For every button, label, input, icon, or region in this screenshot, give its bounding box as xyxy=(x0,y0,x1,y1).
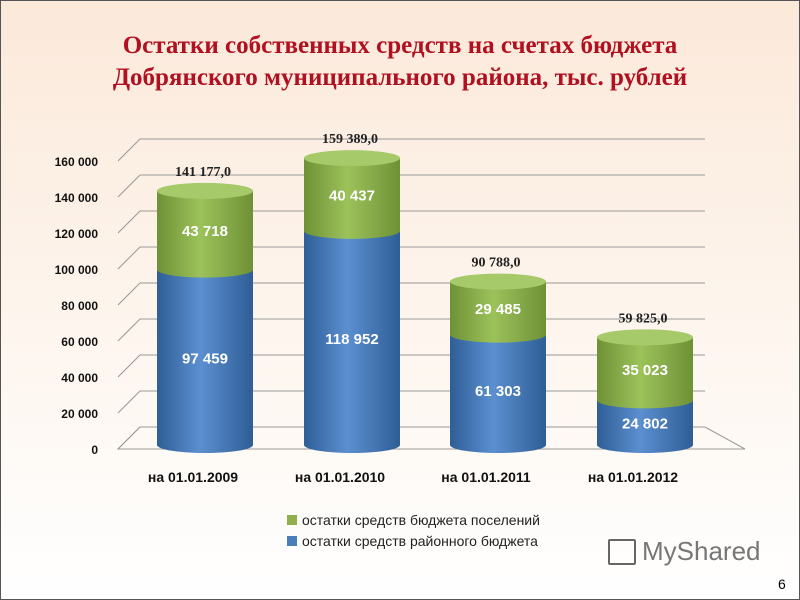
y-tick-label: 100 000 xyxy=(55,263,99,277)
total-value-label: 141 177,0 xyxy=(175,165,231,180)
bar-segment-settlements xyxy=(450,281,546,343)
bar-top xyxy=(450,273,546,290)
gridline-depth xyxy=(117,246,141,270)
x-category-label: на 01.01.2009 xyxy=(148,469,238,485)
bar-top xyxy=(157,182,253,199)
title-line-1: Остатки собственных средств на счетах бю… xyxy=(122,32,678,59)
gridline-depth xyxy=(117,210,141,234)
watermark-logo: MyShared xyxy=(608,536,761,567)
page-number: 6 xyxy=(778,576,786,592)
x-category-label: на 01.01.2010 xyxy=(295,469,385,485)
segment-value-label: 118 952 xyxy=(325,331,378,348)
total-value-label: 59 825,0 xyxy=(619,311,668,326)
segment-value-label: 61 303 xyxy=(475,383,521,400)
y-tick-label: 40 000 xyxy=(61,371,98,385)
y-tick-label: 160 000 xyxy=(55,155,99,169)
logo-text: MyShared xyxy=(642,536,761,566)
legend-item-settlements: остатки средств бюджета поселений xyxy=(287,510,540,531)
gridline-depth xyxy=(117,354,141,378)
legend-item-district: остатки средств районного бюджета xyxy=(287,531,540,552)
bar-segment-district xyxy=(304,230,400,453)
bar-segment-district xyxy=(157,269,253,453)
gridline-depth xyxy=(117,174,141,198)
legend-label: остатки средств бюджета поселений xyxy=(302,512,540,528)
y-tick-label: 0 xyxy=(91,443,98,457)
total-value-label: 159 389,0 xyxy=(322,132,378,147)
bar-segment-settlements xyxy=(157,190,253,278)
legend-swatch xyxy=(287,536,297,546)
bar-top xyxy=(304,150,400,167)
y-tick-label: 120 000 xyxy=(55,227,99,241)
bar-top xyxy=(597,329,693,346)
legend-label: остатки средств районного бюджета xyxy=(302,533,538,549)
segment-value-label: 43 718 xyxy=(182,223,228,240)
segment-value-label: 29 485 xyxy=(475,301,521,318)
x-category-label: на 01.01.2012 xyxy=(588,469,678,485)
segment-value-label: 24 802 xyxy=(622,416,668,433)
bar-segment-settlements xyxy=(304,158,400,239)
segment-value-label: 40 437 xyxy=(329,187,375,204)
segment-value-label: 97 459 xyxy=(182,350,228,367)
gridline-depth xyxy=(117,318,141,342)
segment-value-label: 35 023 xyxy=(622,362,668,379)
chart-title: Остатки собственных средств на счетах бю… xyxy=(0,30,800,94)
gridline-depth xyxy=(117,138,141,162)
gridline-depth xyxy=(117,390,141,414)
y-tick-label: 20 000 xyxy=(61,407,98,421)
bar-segment-district xyxy=(450,334,546,453)
legend-swatch xyxy=(287,515,297,525)
x-category-label: на 01.01.2011 xyxy=(441,469,531,485)
total-value-label: 90 788,0 xyxy=(472,256,521,271)
gridline-depth xyxy=(117,282,141,306)
y-tick-label: 140 000 xyxy=(55,191,99,205)
legend: остатки средств бюджета поселений остатк… xyxy=(287,510,540,552)
title-line-2: Добрянского муниципального района, тыс. … xyxy=(112,64,688,91)
bar-segment-district xyxy=(597,400,693,453)
y-tick-label: 60 000 xyxy=(61,335,98,349)
presentation-icon xyxy=(608,538,636,565)
bar-segment-settlements xyxy=(597,337,693,409)
y-tick-label: 80 000 xyxy=(61,299,98,313)
